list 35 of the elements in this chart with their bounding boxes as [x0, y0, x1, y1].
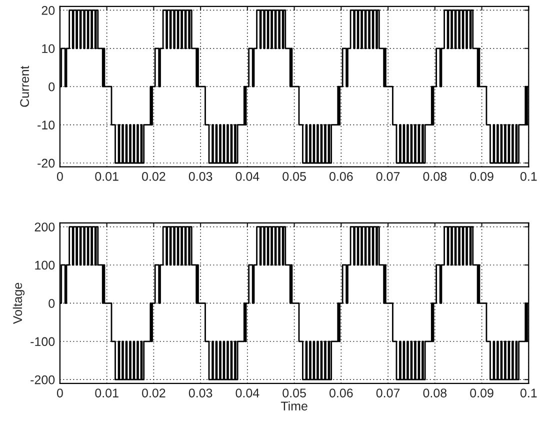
- x-tick-label: 0.08: [423, 172, 447, 181]
- x-tick-label: 0.1: [520, 172, 537, 181]
- x-tick-label: 0.08: [423, 388, 447, 398]
- x-tick-label: 0.07: [376, 172, 400, 181]
- x-tick-label: 0.01: [95, 172, 118, 181]
- x-tick-label: 0.05: [282, 388, 306, 398]
- y-tick-label: -200: [30, 375, 55, 384]
- y-tick-label: -20: [38, 158, 55, 168]
- x-tick-label: 0.05: [282, 172, 306, 181]
- y-tick-label: 10: [42, 44, 55, 54]
- y-tick-label: 0: [48, 82, 55, 92]
- x-tick-label: 0.02: [142, 172, 166, 181]
- x-tick-label: 0: [56, 172, 63, 181]
- y-tick-label: -100: [30, 337, 55, 346]
- x-tick-label: 0.03: [188, 388, 212, 398]
- x-axis-title: Time: [280, 401, 308, 410]
- x-tick-label: 0.04: [236, 388, 260, 398]
- y-tick-label: 0: [48, 298, 55, 308]
- x-tick-label: 0.03: [188, 172, 212, 181]
- x-tick-label: 0.07: [376, 388, 400, 398]
- y-axis-title: Current: [20, 66, 29, 107]
- y-tick-label: 20: [42, 6, 55, 15]
- x-tick-label: 0.06: [329, 172, 353, 181]
- x-tick-label: 0.1: [520, 388, 537, 398]
- x-tick-label: 0.09: [470, 172, 494, 181]
- x-tick-label: 0.04: [236, 172, 260, 181]
- x-tick-label: 0.02: [142, 388, 166, 398]
- x-tick-label: 0.06: [329, 388, 353, 398]
- x-tick-label: 0.09: [470, 388, 494, 398]
- y-axis-title: Voltage: [12, 282, 25, 324]
- y-tick-label: -10: [38, 120, 55, 130]
- y-tick-label: 100: [35, 260, 55, 270]
- x-tick-label: 0: [56, 388, 63, 398]
- x-tick-label: 0.01: [95, 388, 118, 398]
- y-tick-label: 200: [34, 222, 55, 232]
